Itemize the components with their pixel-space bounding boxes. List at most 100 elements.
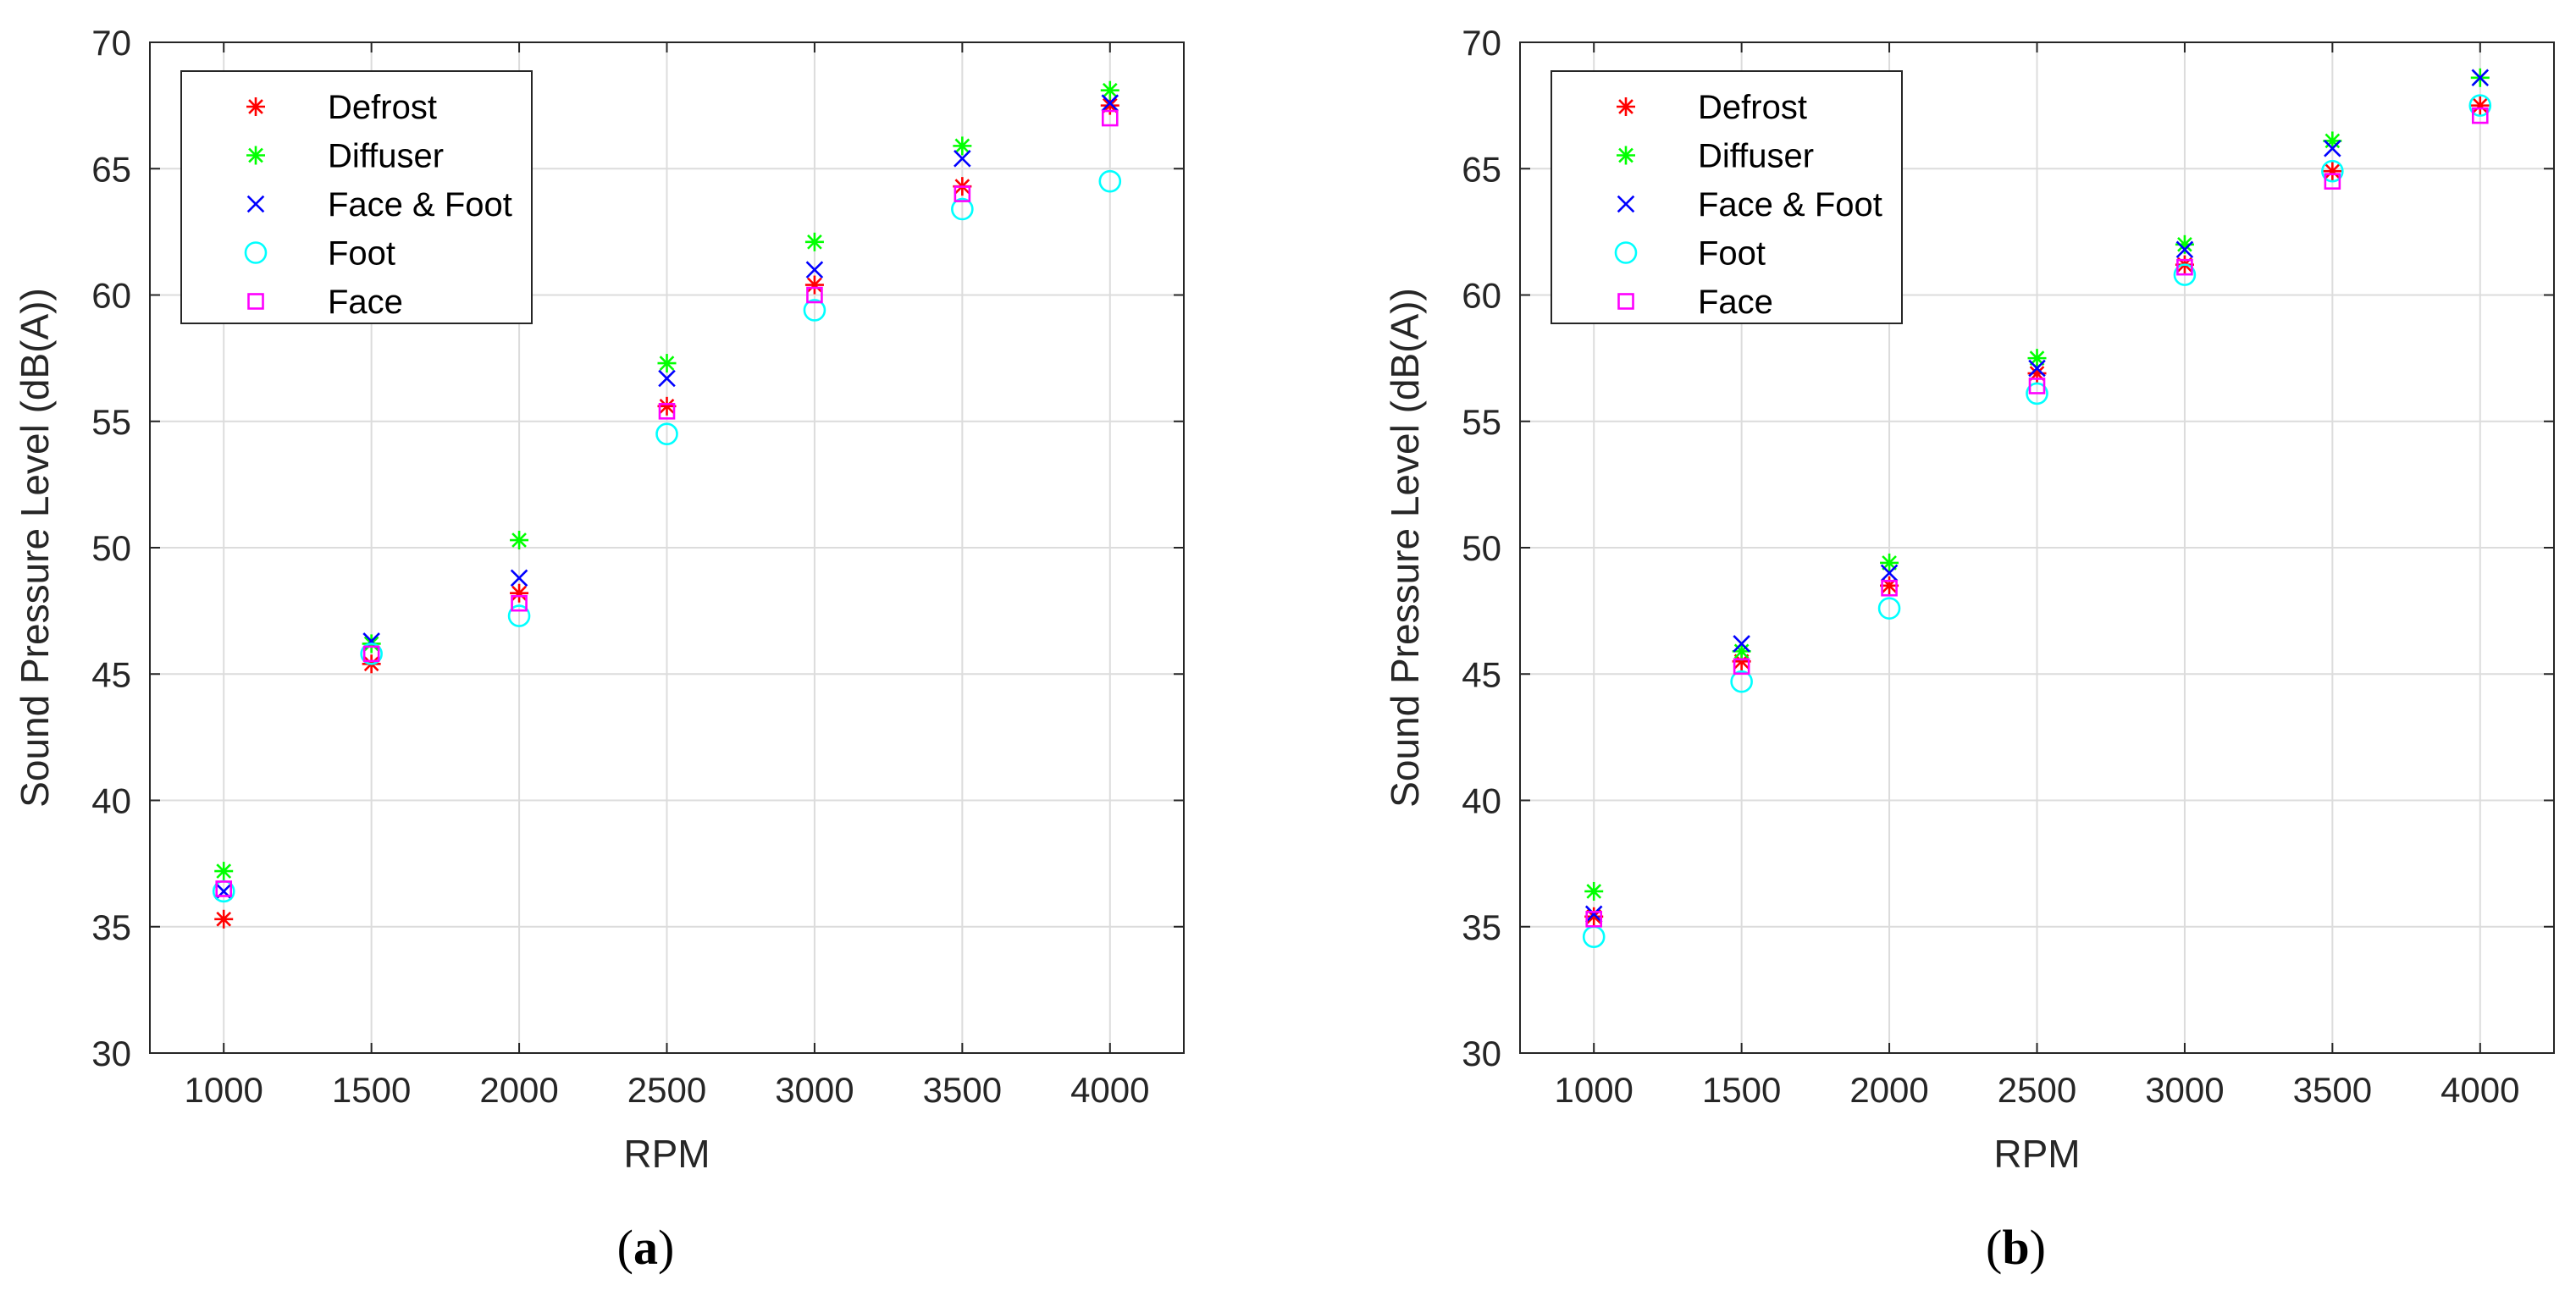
data-point bbox=[510, 569, 528, 587]
y-tick-label: 50 bbox=[1462, 528, 1501, 568]
data-point bbox=[1880, 553, 1899, 572]
y-axis-title: Sound Pressure Level (dB(A)) bbox=[1383, 288, 1427, 808]
x-tick-label: 3000 bbox=[2145, 1070, 2224, 1110]
legend-label: Face bbox=[328, 284, 403, 321]
x-tick-label: 4000 bbox=[1070, 1070, 1149, 1110]
legend-marker bbox=[246, 195, 265, 213]
series-face-foot bbox=[1584, 69, 2490, 924]
data-point bbox=[658, 403, 676, 420]
data-point bbox=[1730, 670, 1753, 693]
data-point bbox=[1880, 564, 1899, 582]
y-tick-label: 65 bbox=[1462, 149, 1501, 189]
data-point bbox=[2026, 382, 2048, 405]
x-tick-label: 1500 bbox=[332, 1070, 411, 1110]
legend: Defrost Diffuser Face & Foot Foot Face bbox=[180, 70, 533, 324]
y-tick-label: 65 bbox=[91, 149, 131, 189]
data-point bbox=[2324, 140, 2341, 157]
data-point bbox=[362, 645, 380, 663]
data-point bbox=[803, 299, 826, 322]
data-point bbox=[2173, 263, 2197, 286]
data-point bbox=[2027, 349, 2047, 368]
y-tick-label: 30 bbox=[91, 1034, 131, 1073]
data-point bbox=[804, 232, 824, 251]
x-tick-label: 2000 bbox=[1849, 1070, 1928, 1110]
x-axis-title: RPM bbox=[623, 1132, 710, 1176]
panel-label: (b) bbox=[1986, 1220, 2046, 1275]
series-foot bbox=[1582, 94, 2492, 948]
legend: Defrost Diffuser Face & Foot Foot Face bbox=[1551, 70, 1903, 324]
data-point bbox=[806, 286, 823, 304]
data-point bbox=[360, 642, 383, 665]
data-point bbox=[214, 909, 234, 929]
x-tick-label: 1000 bbox=[1554, 1070, 1633, 1110]
y-tick-label: 55 bbox=[1462, 402, 1501, 442]
chart-panel-b: 1000 1500 2000 2500 3000 3500 4000 30 35 40 45 50 55… bbox=[1383, 23, 2555, 1275]
legend-label: Foot bbox=[1698, 235, 1766, 273]
data-point bbox=[1101, 109, 1119, 127]
y-tick-label: 30 bbox=[1462, 1034, 1501, 1073]
x-tick-label: 2500 bbox=[627, 1070, 706, 1110]
x-tick-label: 3000 bbox=[775, 1070, 854, 1110]
legend-label: Face & Foot bbox=[328, 186, 512, 223]
series-face bbox=[215, 109, 1119, 897]
legend-marker bbox=[1617, 195, 1635, 213]
legend-label: Defrost bbox=[328, 89, 437, 126]
x-tick-label: 3500 bbox=[2293, 1070, 2372, 1110]
legend-box bbox=[1551, 70, 1903, 324]
x-tick-label: 2500 bbox=[1998, 1070, 2076, 1110]
data-point bbox=[951, 197, 974, 221]
chart-panel-a: 1000 1500 2000 2500 3000 3500 4000 30 35 40 45 50 55… bbox=[13, 23, 1185, 1275]
x-tick-label: 4000 bbox=[2441, 1070, 2519, 1110]
data-point bbox=[657, 354, 677, 373]
data-point bbox=[2468, 94, 2492, 117]
legend-label: Foot bbox=[328, 235, 395, 273]
data-point bbox=[658, 369, 676, 388]
data-point bbox=[1101, 94, 1119, 112]
legend-label: Face bbox=[1698, 284, 1773, 321]
series-diffuser bbox=[214, 80, 1119, 881]
y-tick-label: 60 bbox=[1462, 276, 1501, 316]
data-point bbox=[507, 604, 531, 627]
y-tick-label: 70 bbox=[91, 23, 131, 63]
data-point bbox=[2028, 359, 2046, 378]
x-axis-title: RPM bbox=[1993, 1132, 2080, 1176]
legend-label: Diffuser bbox=[1698, 138, 1814, 175]
data-point bbox=[510, 583, 529, 603]
series-face bbox=[1585, 107, 2489, 928]
y-tick-label: 60 bbox=[91, 276, 131, 316]
data-point bbox=[1877, 597, 1901, 620]
data-point bbox=[215, 880, 233, 897]
legend-marker bbox=[247, 293, 264, 310]
legend-marker bbox=[244, 241, 268, 264]
legend-label: Face & Foot bbox=[1698, 186, 1882, 223]
y-tick-label: 55 bbox=[91, 402, 131, 442]
legend-label: Diffuser bbox=[328, 138, 444, 175]
data-point bbox=[1733, 635, 1750, 653]
data-point bbox=[2176, 258, 2193, 276]
data-point bbox=[2471, 69, 2490, 87]
data-point bbox=[1585, 910, 1603, 928]
legend-marker bbox=[1617, 146, 1635, 165]
y-tick-label: 35 bbox=[1462, 907, 1501, 947]
x-tick-label: 3500 bbox=[923, 1070, 1002, 1110]
y-tick-label: 40 bbox=[91, 781, 131, 821]
data-point bbox=[805, 261, 824, 279]
legend-marker bbox=[1617, 97, 1635, 116]
data-point bbox=[2175, 240, 2194, 259]
data-point bbox=[1100, 80, 1119, 100]
data-point bbox=[214, 862, 234, 881]
y-axis-title: Sound Pressure Level (dB(A)) bbox=[13, 288, 57, 808]
data-point bbox=[804, 275, 824, 295]
data-point bbox=[2028, 378, 2046, 394]
y-tick-label: 40 bbox=[1462, 781, 1501, 821]
data-point bbox=[1098, 169, 1122, 193]
y-tick-label: 50 bbox=[91, 528, 131, 568]
x-tick-label: 2000 bbox=[479, 1070, 558, 1110]
y-tick-label: 70 bbox=[1462, 23, 1501, 63]
legend-marker bbox=[1617, 293, 1634, 310]
x-tick-label: 1500 bbox=[1702, 1070, 1781, 1110]
data-point bbox=[1584, 881, 1604, 901]
legend-marker bbox=[246, 146, 265, 165]
data-point bbox=[2471, 107, 2489, 124]
legend-box bbox=[180, 70, 533, 324]
